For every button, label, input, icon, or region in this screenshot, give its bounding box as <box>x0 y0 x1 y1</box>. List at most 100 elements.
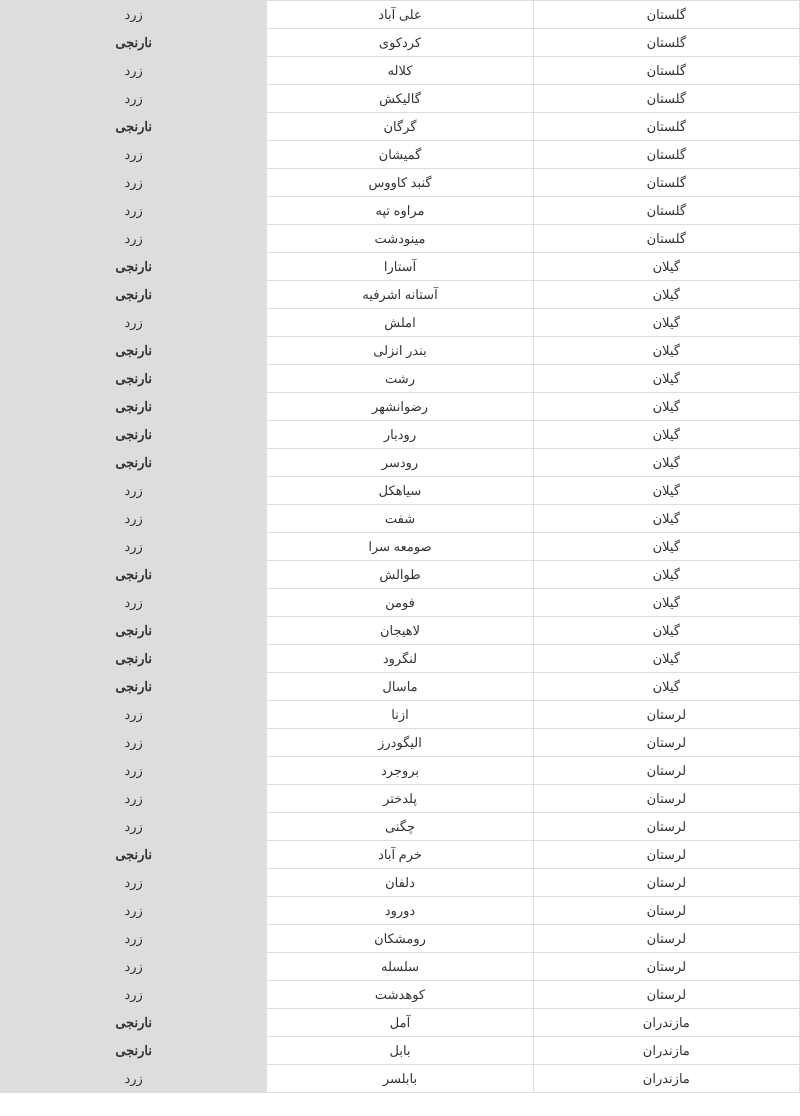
province-cell: لرستان <box>533 925 799 953</box>
province-cell: گیلان <box>533 533 799 561</box>
province-cell: گلستان <box>533 29 799 57</box>
table-row: مازندرانبابلسرزرد <box>1 1065 800 1093</box>
status-cell: زرد <box>1 869 267 897</box>
province-cell: گیلان <box>533 281 799 309</box>
city-cell: رضوانشهر <box>267 393 533 421</box>
status-cell: نارنجی <box>1 337 267 365</box>
province-cell: لرستان <box>533 813 799 841</box>
province-cell: لرستان <box>533 981 799 1009</box>
province-cell: لرستان <box>533 785 799 813</box>
table-row: گیلانرودبارنارنجی <box>1 421 800 449</box>
status-cell: زرد <box>1 953 267 981</box>
status-cell: زرد <box>1 57 267 85</box>
table-row: گیلانماسالنارنجی <box>1 673 800 701</box>
province-cell: گیلان <box>533 477 799 505</box>
province-cell: گلستان <box>533 85 799 113</box>
city-cell: علی آباد <box>267 1 533 29</box>
city-cell: مراوه تپه <box>267 197 533 225</box>
city-cell: سیاهکل <box>267 477 533 505</box>
table-row: گیلانآستارانارنجی <box>1 253 800 281</box>
city-cell: دلفان <box>267 869 533 897</box>
status-cell: زرد <box>1 85 267 113</box>
status-cell: زرد <box>1 701 267 729</box>
province-cell: گیلان <box>533 505 799 533</box>
city-cell: آستانه اشرفیه <box>267 281 533 309</box>
status-cell: نارنجی <box>1 645 267 673</box>
table-row: گیلانلنگرودنارنجی <box>1 645 800 673</box>
city-cell: فومن <box>267 589 533 617</box>
table-body: گلستانعلی آبادزردگلستانکردکوینارنجیگلستا… <box>1 1 800 1093</box>
status-cell: نارنجی <box>1 29 267 57</box>
province-cell: مازندران <box>533 1009 799 1037</box>
city-cell: بابل <box>267 1037 533 1065</box>
province-cell: مازندران <box>533 1037 799 1065</box>
table-row: گلستانمینودشتزرد <box>1 225 800 253</box>
status-cell: زرد <box>1 813 267 841</box>
status-cell: نارنجی <box>1 561 267 589</box>
status-cell: زرد <box>1 981 267 1009</box>
status-table: گلستانعلی آبادزردگلستانکردکوینارنجیگلستا… <box>0 0 800 1093</box>
table-row: لرستاندلفانزرد <box>1 869 800 897</box>
table-row: گیلانبندر انزلینارنجی <box>1 337 800 365</box>
status-cell: زرد <box>1 309 267 337</box>
province-cell: گیلان <box>533 673 799 701</box>
city-cell: بابلسر <box>267 1065 533 1093</box>
table-row: لرستانچگنیزرد <box>1 813 800 841</box>
province-cell: گیلان <box>533 253 799 281</box>
city-cell: بروجرد <box>267 757 533 785</box>
table-row: لرستانرومشکانزرد <box>1 925 800 953</box>
table-row: لرستانالیگودرززرد <box>1 729 800 757</box>
status-cell: زرد <box>1 589 267 617</box>
city-cell: گرگان <box>267 113 533 141</box>
province-cell: مازندران <box>533 1065 799 1093</box>
table-row: لرستانازنازرد <box>1 701 800 729</box>
province-cell: گلستان <box>533 197 799 225</box>
province-cell: گلستان <box>533 169 799 197</box>
city-cell: صومعه سرا <box>267 533 533 561</box>
province-cell: گیلان <box>533 337 799 365</box>
status-cell: زرد <box>1 897 267 925</box>
table-row: گلستانمراوه تپهزرد <box>1 197 800 225</box>
city-cell: خرم آباد <box>267 841 533 869</box>
status-cell: زرد <box>1 141 267 169</box>
province-cell: لرستان <box>533 701 799 729</box>
city-cell: سلسله <box>267 953 533 981</box>
city-cell: کوهدشت <box>267 981 533 1009</box>
province-cell: گیلان <box>533 365 799 393</box>
table-row: گلستانگنبد کاووسزرد <box>1 169 800 197</box>
table-row: گلستانعلی آبادزرد <box>1 1 800 29</box>
city-cell: لاهیجان <box>267 617 533 645</box>
province-cell: گیلان <box>533 617 799 645</box>
table-row: مازندرانآملنارنجی <box>1 1009 800 1037</box>
table-row: گیلانرودسرنارنجی <box>1 449 800 477</box>
table-row: گیلاناملشزرد <box>1 309 800 337</box>
table-row: لرستانسلسلهزرد <box>1 953 800 981</box>
city-cell: ازنا <box>267 701 533 729</box>
table-row: گلستانکردکوینارنجی <box>1 29 800 57</box>
status-cell: زرد <box>1 1065 267 1093</box>
province-cell: گلستان <box>533 57 799 85</box>
city-cell: چگنی <box>267 813 533 841</box>
province-cell: گلستان <box>533 113 799 141</box>
table-row: گیلانطوالشنارنجی <box>1 561 800 589</box>
city-cell: آمل <box>267 1009 533 1037</box>
table-row: گیلانفومنزرد <box>1 589 800 617</box>
province-cell: گیلان <box>533 449 799 477</box>
table-row: گیلانصومعه سرازرد <box>1 533 800 561</box>
table-row: گلستانگمیشانزرد <box>1 141 800 169</box>
status-cell: نارنجی <box>1 1009 267 1037</box>
table-row: گیلانآستانه اشرفیهنارنجی <box>1 281 800 309</box>
table-row: گیلانرشتنارنجی <box>1 365 800 393</box>
status-cell: نارنجی <box>1 365 267 393</box>
table-row: گیلانرضوانشهرنارنجی <box>1 393 800 421</box>
status-cell: زرد <box>1 1 267 29</box>
province-cell: لرستان <box>533 841 799 869</box>
status-cell: زرد <box>1 533 267 561</box>
province-cell: گیلان <box>533 561 799 589</box>
status-cell: زرد <box>1 505 267 533</box>
table-row: گلستانکلالهزرد <box>1 57 800 85</box>
status-cell: زرد <box>1 925 267 953</box>
status-cell: زرد <box>1 225 267 253</box>
status-cell: نارنجی <box>1 113 267 141</box>
city-cell: رشت <box>267 365 533 393</box>
